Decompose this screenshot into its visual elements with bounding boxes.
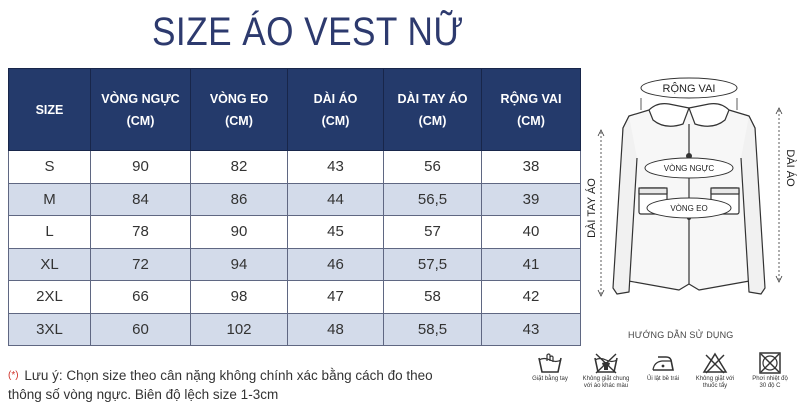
cell-vong-nguc: 60 xyxy=(90,312,191,346)
cell-vong-eo: 90 xyxy=(190,215,288,249)
label-dai-ao: DÀI ÁO xyxy=(784,149,797,187)
table-row: L 78 90 45 57 40 xyxy=(8,215,581,249)
header-dai-ao: DÀI ÁO (CM) xyxy=(287,68,384,151)
cell-vong-nguc: 78 xyxy=(90,215,191,249)
cell-rong-vai: 40 xyxy=(481,215,581,249)
cell-dai-ao: 46 xyxy=(287,247,384,281)
header-dai-tay-ao: DÀI TAY ÁO (CM) xyxy=(383,68,482,151)
cell-vong-eo: 102 xyxy=(190,312,288,346)
header-vong-eo: VÒNG EO (CM) xyxy=(190,68,288,151)
cell-rong-vai: 39 xyxy=(481,182,581,216)
cell-dai-tay-ao: 58,5 xyxy=(383,312,482,346)
care-label: Không giặt chung xyxy=(582,376,630,382)
label-rong-vai: RỘNG VAI xyxy=(663,82,716,95)
care-dry-30: Phơi nhiệt độ 30 độ C xyxy=(744,352,796,390)
label-vong-eo: VÒNG EO xyxy=(670,204,707,213)
cell-vong-nguc: 72 xyxy=(90,247,191,281)
cell-size: XL xyxy=(8,247,91,281)
cell-rong-vai: 43 xyxy=(481,312,581,346)
cell-dai-ao: 44 xyxy=(287,182,384,216)
cell-size: 3XL xyxy=(8,312,91,346)
cell-dai-tay-ao: 56 xyxy=(383,150,482,184)
cell-vong-nguc: 84 xyxy=(90,182,191,216)
cell-rong-vai: 41 xyxy=(481,247,581,281)
table-row: XL 72 94 46 57,5 41 xyxy=(8,247,581,281)
note-line-1: Lưu ý: Chọn size theo cân nặng không chí… xyxy=(24,368,433,383)
label-vong-nguc: VÒNG NGỰC xyxy=(664,164,715,173)
cell-dai-tay-ao: 58 xyxy=(383,280,482,314)
cell-size: 2XL xyxy=(8,280,91,314)
table-row: S 90 82 43 56 38 xyxy=(8,150,581,184)
cell-rong-vai: 38 xyxy=(481,150,581,184)
usage-guide-caption: HƯỚNG DẪN SỬ DỤNG xyxy=(628,330,734,340)
cell-vong-nguc: 90 xyxy=(90,150,191,184)
cell-vong-eo: 98 xyxy=(190,280,288,314)
care-label: Ủi lật bề trái xyxy=(646,376,679,382)
cell-dai-ao: 48 xyxy=(287,312,384,346)
cell-vong-eo: 94 xyxy=(190,247,288,281)
size-table: SIZE VÒNG NGỰC (CM) VÒNG EO (CM) DÀI ÁO (CM… xyxy=(8,68,581,346)
header-size: SIZE xyxy=(8,68,91,151)
dry-30-icon xyxy=(759,352,781,374)
cell-size: L xyxy=(8,215,91,249)
cell-dai-ao: 47 xyxy=(287,280,384,314)
note-line-2: thông số vòng ngực. Biên độ lệch size 1-… xyxy=(8,387,279,402)
label-dai-tay-ao: DÀI TAY ÁO xyxy=(585,178,598,238)
cell-dai-ao: 45 xyxy=(287,215,384,249)
size-note: (*) Lưu ý: Chọn size theo cân nặng không… xyxy=(8,366,478,404)
iron-reverse-icon xyxy=(652,356,674,371)
table-row: M 84 86 44 56,5 39 xyxy=(8,182,581,216)
header-rong-vai: RỘNG VAI (CM) xyxy=(481,68,581,151)
page-title: SIZE ÁO VEST NỮ xyxy=(152,10,464,54)
care-label: 30 độ C xyxy=(759,383,781,389)
care-iron-reverse: Ủi lật bề trái xyxy=(637,352,689,383)
note-marker: (*) xyxy=(8,370,19,381)
care-no-bleach: Không giặt với thuốc tẩy xyxy=(689,352,741,390)
cell-size: S xyxy=(8,150,91,184)
care-label: Phơi nhiệt độ xyxy=(752,376,788,382)
care-label: với áo khác màu xyxy=(583,383,629,389)
care-no-mixed-wash: Không giặt chung với áo khác màu xyxy=(580,352,632,390)
care-hand-wash: Giặt bằng tay xyxy=(524,352,576,383)
header-vong-nguc: VÒNG NGỰC (CM) xyxy=(90,68,191,151)
cell-vong-eo: 86 xyxy=(190,182,288,216)
cell-rong-vai: 42 xyxy=(481,280,581,314)
cell-size: M xyxy=(8,182,91,216)
care-label: Không giặt với xyxy=(695,376,735,382)
table-header-row: SIZE VÒNG NGỰC (CM) VÒNG EO (CM) DÀI ÁO (CM… xyxy=(8,68,581,151)
cell-vong-nguc: 66 xyxy=(90,280,191,314)
table-row: 2XL 66 98 47 58 42 xyxy=(8,280,581,314)
cell-dai-tay-ao: 57,5 xyxy=(383,247,482,281)
jacket-measure-diagram: RỘNG VAI VÒNG NGỰC VÒNG EO DÀI TAY ÁO DÀ… xyxy=(585,77,797,297)
cell-dai-tay-ao: 56,5 xyxy=(383,182,482,216)
no-bleach-icon xyxy=(702,352,728,374)
cell-dai-tay-ao: 57 xyxy=(383,215,482,249)
hand-wash-icon xyxy=(538,353,562,373)
no-mixed-wash-icon xyxy=(594,353,618,374)
table-row: 3XL 60 102 48 58,5 43 xyxy=(8,312,581,346)
cell-dai-ao: 43 xyxy=(287,150,384,184)
cell-vong-eo: 82 xyxy=(190,150,288,184)
care-label: Giặt bằng tay xyxy=(532,376,568,382)
care-label: thuốc tẩy xyxy=(702,383,728,389)
